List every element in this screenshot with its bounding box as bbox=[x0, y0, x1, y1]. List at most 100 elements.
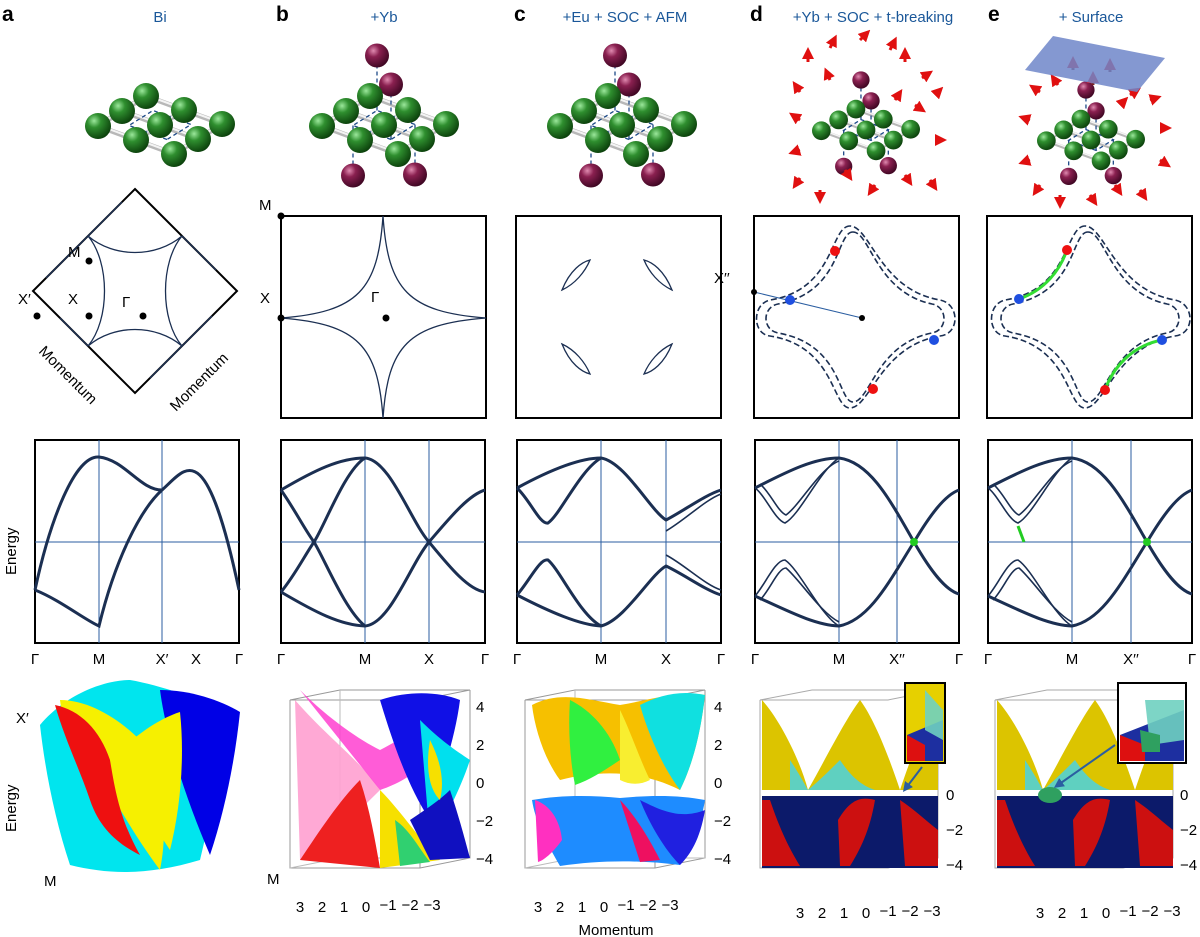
panel-letter-c: c bbox=[514, 3, 526, 26]
crystal-bi bbox=[85, 83, 235, 167]
band-e-xtick: Γ bbox=[984, 651, 992, 668]
bz-b: M X Γ bbox=[259, 197, 487, 419]
surf-momentum-tick: −1 bbox=[617, 897, 634, 914]
surf-energy-tick: 4 bbox=[476, 699, 484, 716]
surf-momentum-tick: 2 bbox=[1058, 905, 1066, 922]
bz-a-label-Xprime: X′ bbox=[18, 291, 31, 308]
band-b-xtick: X bbox=[424, 651, 434, 668]
surf-momentum-tick: 3 bbox=[534, 899, 542, 916]
band-ylabel: Energy bbox=[3, 527, 20, 575]
band-e-xtick: Γ bbox=[1188, 651, 1196, 668]
surface-b: M bbox=[267, 689, 471, 888]
panel-letter-e: e bbox=[988, 3, 1000, 26]
bz-b-label-gamma: Γ bbox=[371, 289, 379, 306]
surf-momentum-tick: 1 bbox=[340, 899, 348, 916]
band-b-xtick: Γ bbox=[277, 651, 285, 668]
crystal-surface bbox=[1018, 74, 1172, 209]
surf-a-corner-top: X′ bbox=[16, 710, 29, 727]
band-c-xtick: X bbox=[661, 651, 671, 668]
surf-momentum-tick: 3 bbox=[296, 899, 304, 916]
surf-momentum-tick: −3 bbox=[423, 897, 440, 914]
surface-e bbox=[994, 682, 1187, 869]
surf-momentum-tick: 3 bbox=[1036, 905, 1044, 922]
band-b-xtick: M bbox=[359, 651, 372, 668]
surf-momentum-tick: 2 bbox=[318, 899, 326, 916]
surf-energy-tick: 0 bbox=[476, 775, 484, 792]
band-d-xtick: X′′ bbox=[889, 651, 905, 668]
band-d bbox=[754, 439, 960, 644]
surf-momentum-tick: −1 bbox=[879, 903, 896, 920]
surf-energy-tick: 0 bbox=[714, 775, 722, 792]
surf-energy-tick: −4 bbox=[946, 857, 963, 874]
brillouin-zones: M X X′ Γ Momentum Momentum M X Γ bbox=[18, 187, 1193, 419]
surf-energy-tick: −4 bbox=[1180, 857, 1197, 874]
panel-title-e: + Surface bbox=[1059, 9, 1124, 26]
panel-title-c: +Eu + SOC + AFM bbox=[563, 9, 688, 26]
surf-momentum-tick: −2 bbox=[639, 897, 656, 914]
surf-energy-tick: −2 bbox=[476, 813, 493, 830]
band-d-xtick: Γ bbox=[955, 651, 963, 668]
surface-a: X′ M Energy bbox=[3, 680, 240, 890]
band-a-xtick: X bbox=[191, 651, 201, 668]
band-b bbox=[279, 439, 486, 644]
band-b-xtick: Γ bbox=[481, 651, 489, 668]
surf-energy-tick: 4 bbox=[714, 699, 722, 716]
bz-e bbox=[986, 215, 1193, 419]
band-c-xtick: M bbox=[595, 651, 608, 668]
band-a-xtick: X′ bbox=[156, 651, 169, 668]
band-a-xtick: Γ bbox=[235, 651, 243, 668]
surf-momentum-tick: 1 bbox=[840, 905, 848, 922]
panel-title-a: Bi bbox=[153, 9, 166, 26]
panel-title-b: +Yb bbox=[370, 9, 397, 26]
crystal-yb-tbreak bbox=[788, 29, 947, 204]
crystal-eu bbox=[547, 43, 697, 188]
bz-a: M X X′ Γ Momentum Momentum bbox=[18, 187, 239, 415]
panel-title-d: +Yb + SOC + t-breaking bbox=[793, 9, 954, 26]
bz-a-label-M: M bbox=[68, 244, 81, 261]
surf-energy-tick: −2 bbox=[714, 813, 731, 830]
surf-momentum-tick: 0 bbox=[1102, 905, 1110, 922]
panel-headers: a Bi b +Yb c +Eu + SOC + AFM d +Yb + SOC… bbox=[2, 3, 1123, 26]
surf-a-corner-bottom: M bbox=[44, 873, 57, 890]
surf-energy-tick: 2 bbox=[476, 737, 484, 754]
surf-momentum-tick: 2 bbox=[818, 905, 826, 922]
band-e-xtick: M bbox=[1066, 651, 1079, 668]
band-a bbox=[33, 439, 241, 644]
surf-momentum-tick: −1 bbox=[379, 897, 396, 914]
bz-d: X′′ bbox=[714, 215, 960, 419]
surf-momentum-tick: −3 bbox=[1163, 903, 1180, 920]
surf-energy-tick: −2 bbox=[946, 822, 963, 839]
surf-energy-tick: 0 bbox=[946, 787, 954, 804]
bz-a-axis2: Momentum bbox=[167, 350, 232, 415]
surface-d bbox=[759, 682, 946, 869]
band-structures: Energy Γ M X′ X Γ Γ M X Γ Γ M X Γ Γ M X′′ Γ Γ M X′′ Γ bbox=[3, 439, 1196, 668]
bz-b-label-M: M bbox=[259, 197, 272, 214]
panel-letter-d: d bbox=[750, 3, 763, 26]
crystal-structures bbox=[85, 29, 1172, 209]
surf-momentum-tick: 2 bbox=[556, 899, 564, 916]
surf-energy-tick: −4 bbox=[714, 851, 731, 868]
bz-a-label-gamma: Γ bbox=[122, 294, 130, 311]
surf-energy-tick: 0 bbox=[1180, 787, 1188, 804]
surf-momentum-tick: 0 bbox=[362, 899, 370, 916]
surf-momentum-tick: 0 bbox=[862, 905, 870, 922]
surf-momentum-tick: 1 bbox=[578, 899, 586, 916]
surf-momentum-tick: 3 bbox=[796, 905, 804, 922]
surf-a-ylabel: Energy bbox=[3, 784, 20, 832]
panel-letter-b: b bbox=[276, 3, 289, 26]
band-d-xtick: Γ bbox=[751, 651, 759, 668]
surf-b-corner: M bbox=[267, 871, 280, 888]
surf-momentum-tick: −3 bbox=[923, 903, 940, 920]
band-a-xtick: Γ bbox=[31, 651, 39, 668]
surf-momentum-tick: −2 bbox=[1141, 903, 1158, 920]
surf-momentum-tick: 0 bbox=[600, 899, 608, 916]
band-c-xtick: Γ bbox=[513, 651, 521, 668]
band-surfaces: X′ M Energy M bbox=[3, 680, 1197, 937]
surf-energy-tick: −2 bbox=[1180, 822, 1197, 839]
surf-energy-tick: 2 bbox=[714, 737, 722, 754]
bz-b-label-X: X bbox=[260, 290, 270, 307]
surface-c bbox=[524, 689, 706, 869]
band-c-xtick: Γ bbox=[717, 651, 725, 668]
bz-d-label-Xdprime: X′′ bbox=[714, 270, 730, 287]
